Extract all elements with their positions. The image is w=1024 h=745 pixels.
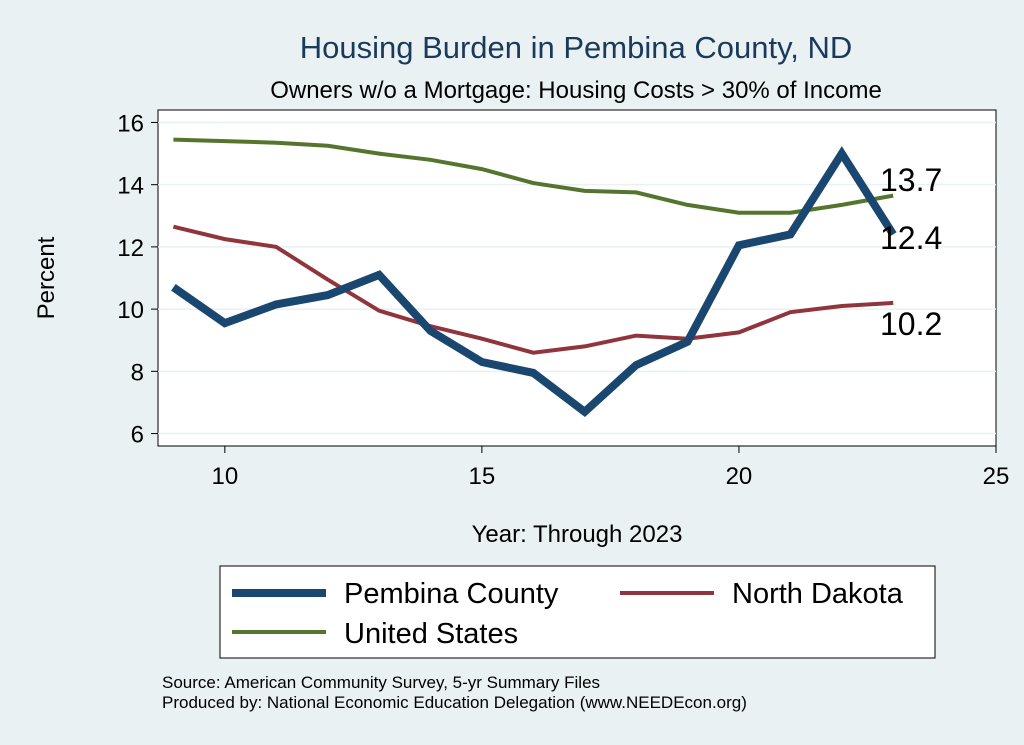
legend-label-north-dakota: North Dakota	[732, 578, 904, 610]
legend: Pembina County North Dakota United States	[232, 578, 904, 650]
x-axis-title: Year: Through 2023	[472, 521, 683, 548]
series-line-united-states	[173, 137, 894, 215]
y-tick-label: 10	[117, 297, 144, 324]
y-tick-label: 8	[131, 359, 144, 386]
end-label-pembina-county: 12.4	[880, 220, 942, 256]
end-labels: 12.4 10.2 13.7	[880, 162, 942, 342]
chart-subtitle: Owners w/o a Mortgage: Housing Costs > 3…	[270, 77, 882, 104]
plot-area	[157, 109, 997, 447]
grid	[158, 121, 996, 435]
x-axis: 10 15 20 25	[211, 446, 1009, 490]
legend-box	[219, 565, 936, 659]
x-tick-label: 10	[211, 463, 238, 490]
y-axis-title: Percent	[33, 236, 60, 319]
legend-label-pembina-county: Pembina County	[344, 578, 559, 610]
y-tick-label: 12	[117, 235, 144, 262]
y-tick-label: 16	[117, 110, 144, 137]
source-note: Source: American Community Survey, 5-yr …	[162, 673, 600, 692]
chart-title: Housing Burden in Pembina County, ND	[300, 30, 853, 65]
series-lines	[171, 137, 897, 417]
x-tick-label: 15	[469, 463, 496, 490]
y-axis: 6 8 10 12 14 16	[117, 110, 158, 449]
series-line-north-dakota	[172, 224, 894, 355]
y-tick-label: 14	[117, 173, 144, 200]
x-tick-label: 20	[726, 463, 753, 490]
legend-label-united-states: United States	[344, 618, 518, 650]
y-tick-label: 6	[131, 422, 144, 449]
end-label-united-states: 13.7	[880, 162, 942, 198]
end-label-north-dakota: 10.2	[880, 306, 942, 342]
x-tick-label: 25	[983, 463, 1010, 490]
produced-note: Produced by: National Economic Education…	[162, 693, 747, 712]
series-line-pembina-county	[171, 146, 897, 417]
